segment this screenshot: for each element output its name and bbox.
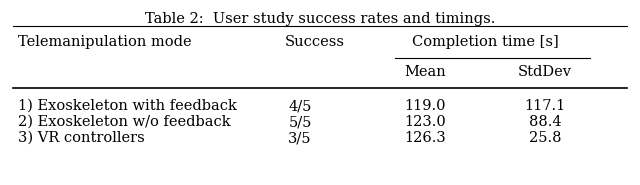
Text: 1) Exoskeleton with feedback: 1) Exoskeleton with feedback [18,99,237,113]
Text: 117.1: 117.1 [524,99,566,113]
Text: 4/5: 4/5 [288,99,312,113]
Text: 88.4: 88.4 [529,115,561,129]
Text: Mean: Mean [404,65,446,79]
Text: Telemanipulation mode: Telemanipulation mode [18,35,191,49]
Text: Table 2:  User study success rates and timings.: Table 2: User study success rates and ti… [145,12,495,26]
Text: 119.0: 119.0 [404,99,445,113]
Text: 126.3: 126.3 [404,131,446,145]
Text: 3/5: 3/5 [288,131,312,145]
Text: 25.8: 25.8 [529,131,561,145]
Text: Completion time [s]: Completion time [s] [412,35,558,49]
Text: StdDev: StdDev [518,65,572,79]
Text: 123.0: 123.0 [404,115,446,129]
Text: 5/5: 5/5 [288,115,312,129]
Text: 2) Exoskeleton w/o feedback: 2) Exoskeleton w/o feedback [18,115,230,129]
Text: Success: Success [285,35,345,49]
Text: 3) VR controllers: 3) VR controllers [18,131,145,145]
